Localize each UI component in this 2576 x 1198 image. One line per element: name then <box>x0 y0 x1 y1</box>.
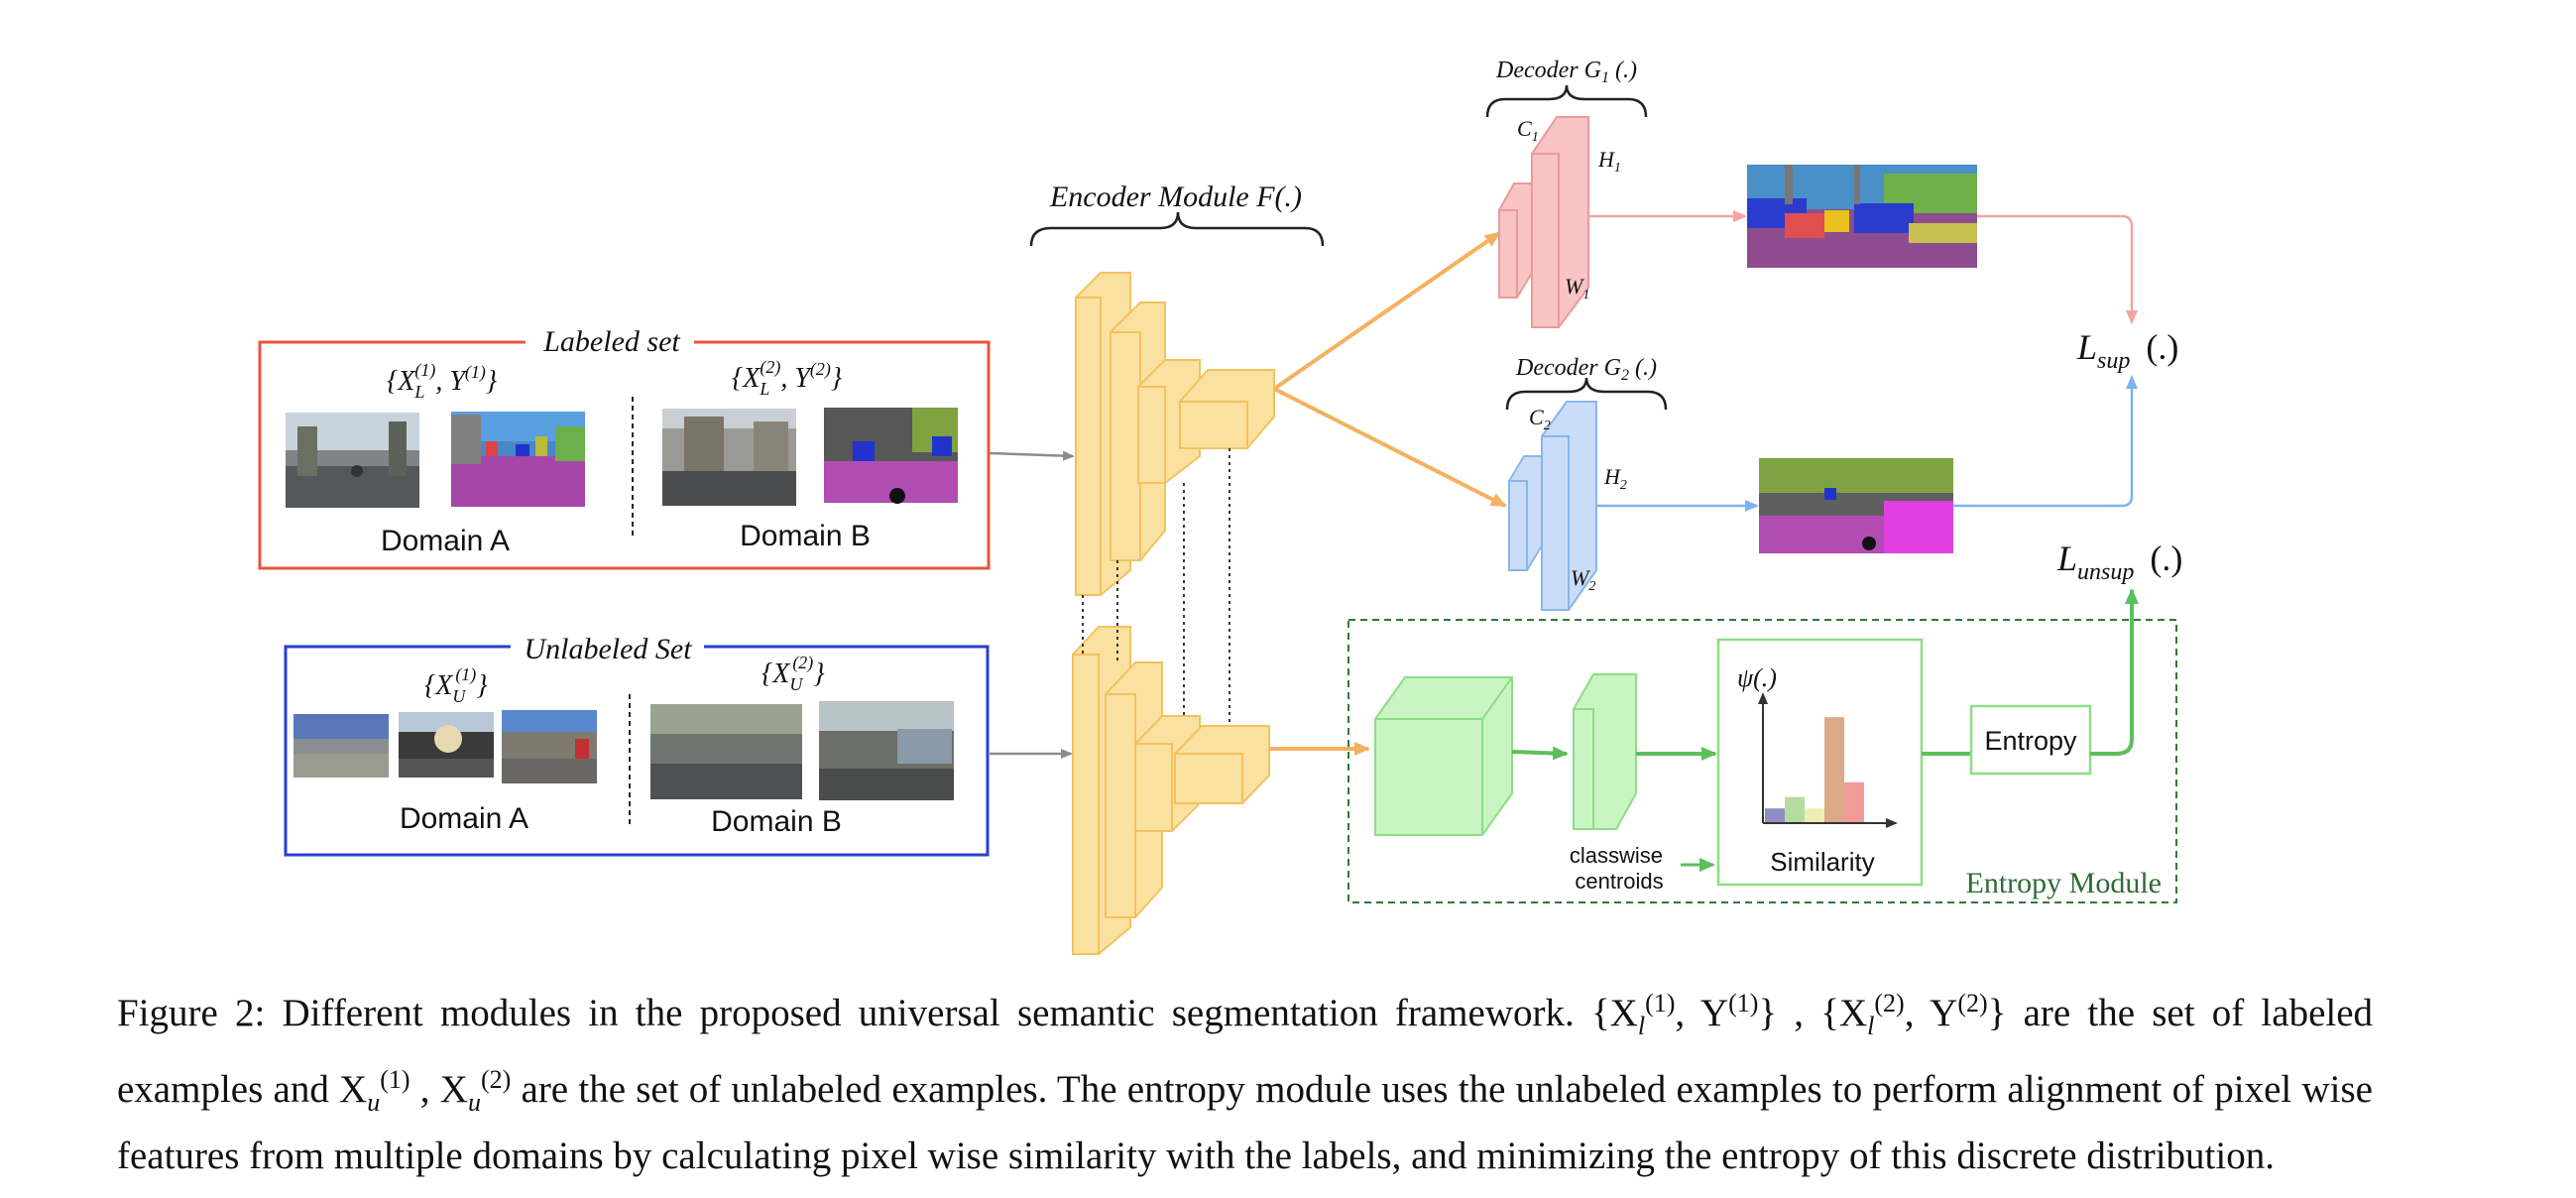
classwise-centroids-slab <box>1573 673 1637 830</box>
unlabeled-set-1-label: {XU(1)} <box>424 664 488 706</box>
encoder-lower-stack <box>1072 626 1270 955</box>
entropy-module: Entropy Module classwise centroids ψ(.) … <box>1347 588 2177 903</box>
centroids-label: classwise centroids <box>1570 843 1669 894</box>
similarity-bar <box>1805 808 1824 822</box>
decoder2-w-label: W2 <box>1571 565 1595 594</box>
unlabeled-domain-b-photo-1 <box>650 704 802 799</box>
labeled-set-2-label: {XL(2), Y(2)} <box>732 357 842 399</box>
entropy-to-loss-unsup-arrow <box>2090 588 2139 756</box>
entropy-box <box>1969 704 2092 776</box>
unlabeled-set-2-label: {XU(2)} <box>761 653 825 694</box>
caption-labeled-sets: {Xl(1), Y(1)} , {Xl(2), Y(2)} <box>1590 989 2007 1040</box>
decoder1-brace <box>1485 84 1648 118</box>
similarity-label: Similarity <box>1770 847 1874 877</box>
labeled-domain-b-photo <box>662 409 796 506</box>
encoder-module: Encoder Module F(.) <box>1029 180 1325 955</box>
labeled-set-title: Labeled set <box>542 325 680 358</box>
labeled-domain-a-segmentation <box>451 412 585 507</box>
decoder1-h-label: H1 <box>1597 147 1621 176</box>
decoder2-brace <box>1505 377 1668 411</box>
labeled-domain-a-label: Domain A <box>381 525 510 557</box>
decoder1-output-segmentation <box>1747 165 1977 268</box>
similarity-bar <box>1824 717 1844 822</box>
figure-caption: Figure 2: Different modules in the propo… <box>117 989 2374 1177</box>
labeled-set-1-label: {XL(1), Y(1)} <box>387 360 497 402</box>
caption-rest: are the set of unlabeled examples. The e… <box>117 1067 2373 1177</box>
encoder-to-decoder2-arrow <box>1273 387 1507 508</box>
unlabeled-set-title: Unlabeled Set <box>524 633 692 665</box>
labeled-set-panel: Labeled set {XL(1), Y(1)} {XL(2), Y(2)} <box>258 325 991 570</box>
similarity-bar <box>1844 781 1864 822</box>
encoder-label: Encoder Module F(.) <box>1049 180 1302 213</box>
unlabeled-domain-b-photo-2 <box>819 701 954 800</box>
framework-diagram: Labeled set {XL(1), Y(1)} {XL(2), Y(2)} <box>258 58 2182 955</box>
decoder1-label: Decoder G1 (.) <box>1495 58 1637 86</box>
entropy-module-border <box>1347 619 2177 903</box>
loss-unsup-label: Lunsup (.) <box>2056 539 2182 585</box>
output1-to-loss-sup-arrow <box>1977 214 2138 324</box>
decoder-1: Decoder G1 (.) C1 H1 W1 <box>1485 58 1648 328</box>
similarity-box <box>1716 638 1924 887</box>
labeled-domain-b-label: Domain B <box>740 520 871 552</box>
entropy-feature-cube <box>1374 676 1513 836</box>
encoder-shared-weights-links <box>1082 448 1230 726</box>
decoder2-h-label: H2 <box>1603 464 1627 493</box>
labeled-domain-b-segmentation <box>824 408 958 504</box>
entropy-label: Entropy <box>1984 726 2077 756</box>
similarity-bars <box>1765 717 1864 822</box>
unlabeled-domain-a-label: Domain A <box>400 802 528 835</box>
unlabeled-domain-a-photo-1 <box>293 714 389 778</box>
similarity-bar <box>1785 796 1805 822</box>
loss-sup-label: Lsup (.) <box>2076 327 2178 374</box>
decoder-2: Decoder G2 (.) C2 H2 W2 <box>1505 355 1668 611</box>
encoder-brace <box>1029 211 1325 247</box>
unlabeled-domain-a-photo-3 <box>502 710 597 783</box>
caption-after-labeled: are the set of labeled examples and X <box>117 992 2374 1111</box>
caption-intro: Figure 2: Different modules in the propo… <box>117 992 1575 1034</box>
unlabeled-set-panel: Unlabeled Set {XU(1)} {XU(2)} <box>284 630 990 857</box>
decoder1-c-label: C1 <box>1517 116 1539 145</box>
encoder-upper-stack <box>1075 272 1275 596</box>
decoder2-output-segmentation <box>1759 458 1953 553</box>
decoder2-label: Decoder G2 (.) <box>1515 355 1657 384</box>
psi-label: ψ(.) <box>1737 663 1777 692</box>
entropy-module-title: Entropy Module <box>1966 867 2162 899</box>
decoder2-c-label: C2 <box>1529 405 1551 433</box>
labeled-domain-a-photo <box>286 413 419 508</box>
decoder1-w-label: W1 <box>1565 274 1589 302</box>
encoder-to-decoder1-arrow <box>1272 231 1501 391</box>
output2-to-loss-sup-arrow <box>1953 375 2138 508</box>
unlabeled-domain-a-photo-2 <box>399 712 494 778</box>
unlabeled-domain-b-label: Domain B <box>711 805 842 838</box>
cube-to-centroid-arrow <box>1511 746 1569 761</box>
labeled-to-encoder-arrow <box>989 450 1075 461</box>
similarity-bar <box>1765 808 1785 822</box>
